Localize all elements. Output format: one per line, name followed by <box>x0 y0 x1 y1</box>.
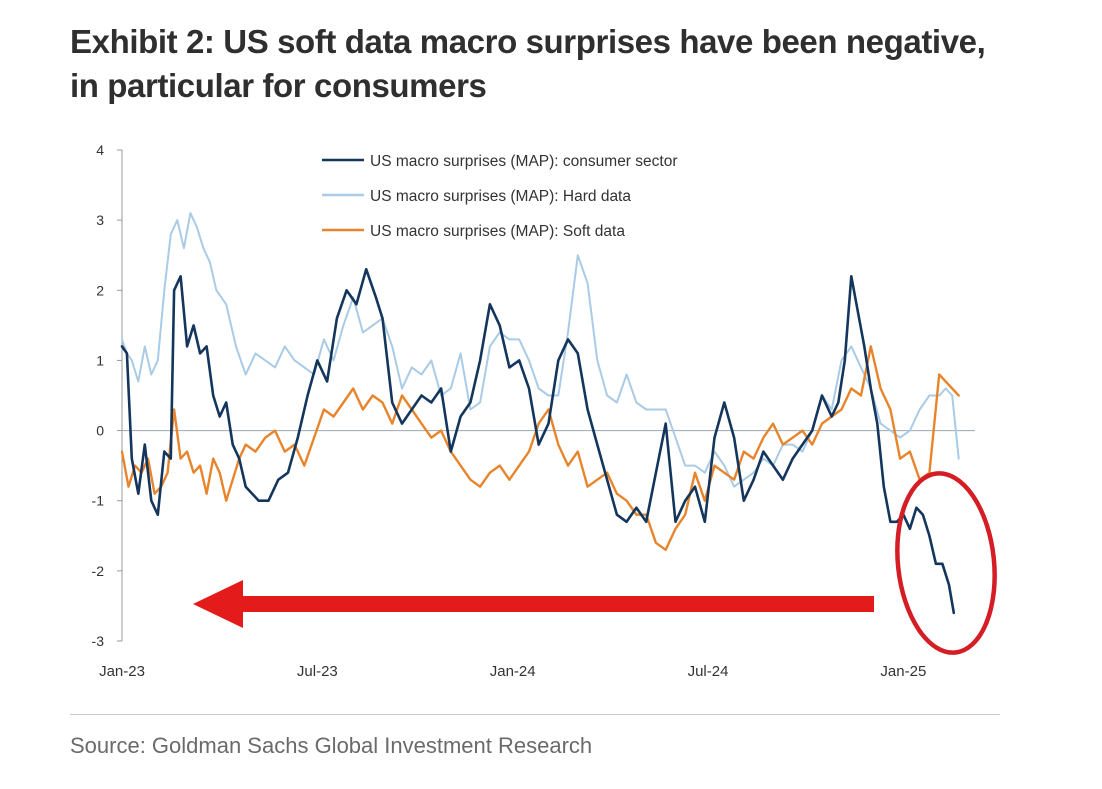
x-tick-label: Jan-24 <box>490 663 536 680</box>
y-tick-label: 1 <box>96 352 104 368</box>
chart-title-line-2: in particular for consumers <box>70 67 487 104</box>
chart-title: Exhibit 2: US soft data macro surprises … <box>70 20 1030 108</box>
annotation-arrow-shaft <box>238 596 874 612</box>
footer-divider <box>70 714 1000 715</box>
x-tick-label: Jul-23 <box>297 663 338 680</box>
y-tick-label: -2 <box>92 563 105 579</box>
legend: US macro surprises (MAP): consumer secto… <box>322 153 678 240</box>
y-tick-label: -1 <box>92 493 105 509</box>
series-layer <box>120 212 960 615</box>
axis-layer: 4 3 2 1 0 -1 -2 -3 Jan-23 Jul-23 Jan-24 Jul-24 Jan-2… <box>92 142 975 680</box>
annotation-highlight-circle <box>895 471 997 655</box>
y-tick-label: 0 <box>96 423 104 439</box>
line-chart: 4 3 2 1 0 -1 -2 -3 Jan-23 Jul-23 Jan-24 Jul-24 Jan-2… <box>92 142 997 680</box>
annotation-layer <box>193 471 997 655</box>
y-tick-label: -3 <box>92 633 105 649</box>
y-tick-label: 2 <box>96 282 104 298</box>
legend-consumer-sector-label: US macro surprises (MAP): consumer secto… <box>370 153 678 170</box>
y-tick-label: 3 <box>96 212 104 228</box>
source-note: Source: Goldman Sachs Global Investment … <box>70 733 593 758</box>
series-soft-data-line <box>120 345 960 551</box>
legend-hard-data-label: US macro surprises (MAP): Hard data <box>370 188 631 205</box>
y-tick-label: 4 <box>96 142 104 158</box>
annotation-arrow-head <box>193 580 243 628</box>
legend-soft-data-label: US macro surprises (MAP): Soft data <box>370 223 625 240</box>
chart-title-line-1: Exhibit 2: US soft data macro surprises … <box>70 23 986 60</box>
x-tick-label: Jan-23 <box>99 663 145 680</box>
x-tick-label: Jan-25 <box>880 663 926 680</box>
x-tick-label: Jul-24 <box>688 663 729 680</box>
series-consumer-sector-line <box>120 267 956 615</box>
